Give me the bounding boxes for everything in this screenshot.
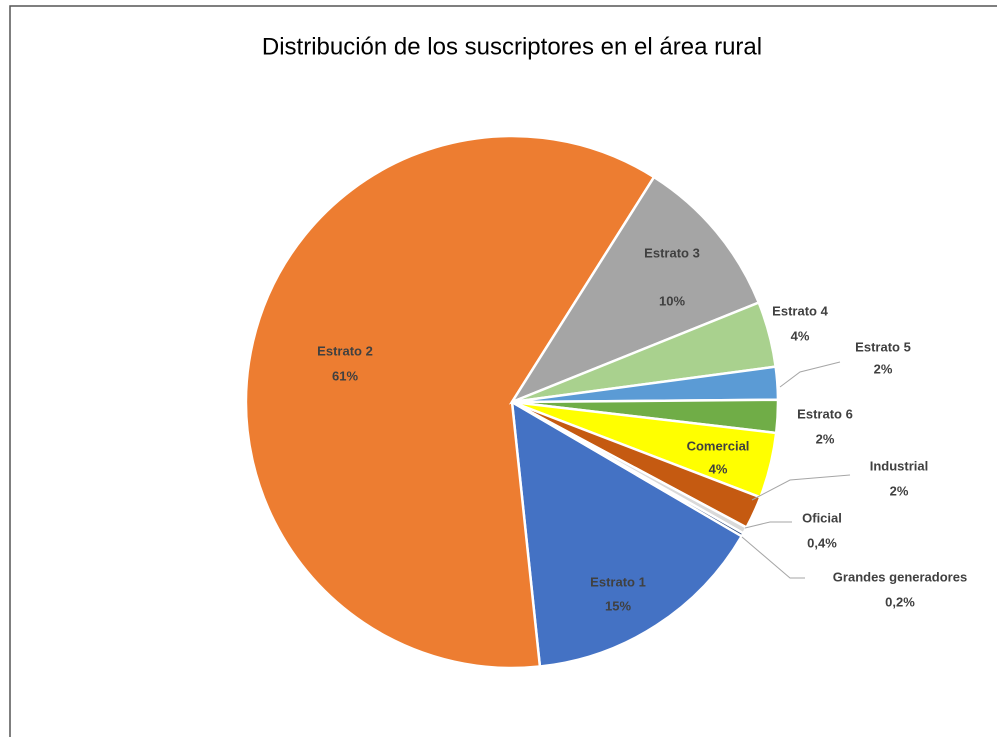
slice-label: Comercial: [687, 438, 750, 453]
slice-value-label: 0,2%: [885, 594, 915, 609]
slice-label: Grandes generadores: [833, 569, 967, 584]
slice-value-label: 61%: [332, 368, 358, 383]
slice-value-label: 0,4%: [807, 535, 837, 550]
pie-slice: [510, 399, 744, 668]
leader-line: [741, 536, 805, 579]
slice-value-label: 15%: [605, 598, 631, 613]
leader-line: [751, 474, 851, 501]
slice-label: Estrato 3: [644, 245, 700, 260]
chart-title: Distribución de los suscriptores en el á…: [262, 33, 762, 60]
slice-value-label: 2%: [816, 431, 835, 446]
slice-label: Estrato 2: [317, 343, 373, 358]
pie-slice: [508, 175, 761, 405]
slice-value-label: 10%: [659, 293, 685, 308]
slice-label: Estrato 1: [590, 574, 646, 589]
leader-line: [744, 521, 792, 529]
slice-value-label: 4%: [791, 328, 810, 343]
slice-value-label: 4%: [709, 461, 728, 476]
leader-line: [779, 361, 841, 388]
slice-value-label: 2%: [890, 483, 909, 498]
slice-label: Industrial: [870, 458, 929, 473]
slice-label: Estrato 6: [797, 406, 853, 421]
slice-label: Oficial: [802, 510, 842, 525]
pie-slice: [511, 400, 746, 538]
slice-label: Estrato 4: [772, 303, 828, 318]
slice-value-label: 2%: [874, 361, 893, 376]
pie-slice: [244, 134, 656, 670]
slice-label: Estrato 5: [855, 339, 911, 354]
